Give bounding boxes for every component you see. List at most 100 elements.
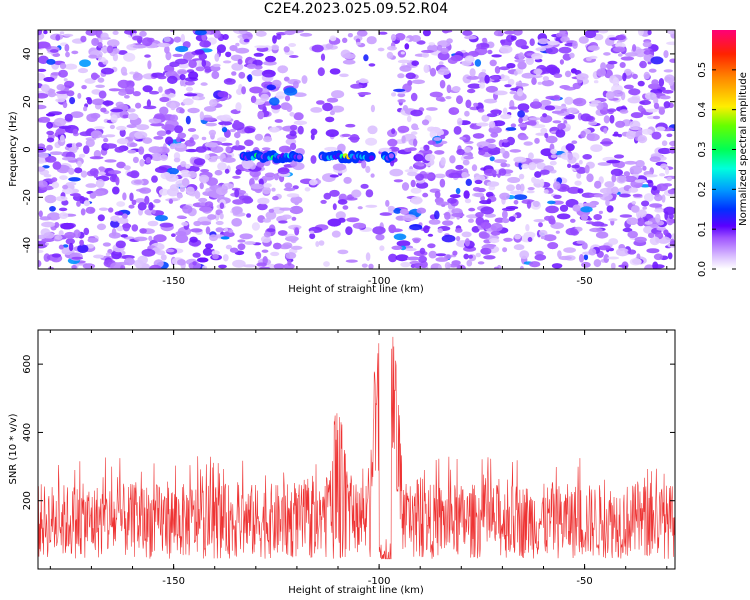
heatmap-cell: [246, 63, 257, 69]
heatmap-cell: [623, 171, 631, 177]
heatmap-cell: [429, 91, 443, 98]
heatmap-cell: [100, 107, 107, 113]
heatmap-cell: [109, 124, 115, 130]
heatmap-cell: [133, 259, 144, 267]
heatmap-cell: [80, 35, 87, 43]
heatmap-cell: [490, 109, 502, 114]
heatmap-cell: [278, 145, 292, 153]
heatmap-cell: [587, 45, 600, 51]
x-tick-label: -150: [162, 276, 185, 287]
heatmap-cell: [38, 166, 46, 172]
heatmap-cell: [544, 105, 556, 111]
heatmap-cell: [444, 262, 451, 269]
heatmap-cell: [564, 96, 574, 105]
heatmap-cell: [222, 60, 232, 64]
heatmap-cell: [153, 136, 164, 140]
heatmap-cell: [658, 147, 672, 155]
heatmap-cell: [265, 211, 277, 220]
heatmap-cell: [399, 209, 409, 215]
heatmap-cell: [609, 114, 615, 124]
heatmap-cell: [427, 126, 437, 132]
heatmap-cell: [49, 151, 63, 155]
heatmap-cell: [243, 38, 250, 43]
heatmap-cell: [65, 238, 76, 245]
heatmap-cell: [310, 155, 317, 164]
heatmap-cell: [69, 193, 81, 197]
heatmap-cell: [232, 199, 245, 205]
heatmap-cell: [570, 218, 576, 223]
snr-frame: [37, 329, 676, 570]
heatmap-cell: [246, 213, 252, 218]
heatmap-cell: [117, 79, 130, 89]
heatmap-cell: [576, 227, 582, 232]
heatmap-cell: [229, 45, 238, 52]
heatmap-cell: [174, 125, 184, 134]
signal-track-cell: [369, 155, 375, 161]
heatmap-cell: [505, 206, 519, 210]
heatmap-cell: [553, 181, 561, 190]
heatmap-cell: [285, 252, 297, 260]
heatmap-cell: [399, 65, 412, 72]
heatmap-cell: [293, 92, 307, 97]
heatmap-cell: [646, 248, 660, 254]
heatmap-cell: [639, 100, 651, 106]
heatmap-cell: [504, 30, 516, 35]
heatmap-cell: [337, 143, 346, 153]
heatmap-cell: [456, 95, 463, 105]
heatmap-cell: [51, 177, 58, 183]
colorbar: 0.0 0.1 0.2 0.3 0.4 0.5 Normalized spectral a…: [697, 30, 749, 277]
heatmap-cell: [235, 140, 240, 147]
heatmap-cell: [468, 218, 474, 223]
x-tick-label: -150: [162, 576, 185, 587]
heatmap-cell: [438, 61, 444, 65]
heatmap-cell: [370, 173, 375, 178]
heatmap-cell: [64, 113, 73, 122]
y-tick-label: 40: [22, 48, 33, 61]
heatmap-cell: [663, 229, 669, 236]
heatmap-cell: [225, 244, 232, 250]
heatmap-cell: [563, 86, 576, 91]
heatmap-cell: [484, 213, 496, 218]
heatmap-cell: [629, 258, 642, 266]
heatmap-cell: [638, 127, 643, 135]
heatmap-cell: [194, 49, 205, 55]
heatmap-cell: [91, 98, 105, 106]
heatmap-cell: [534, 137, 540, 144]
heatmap-cell: [422, 30, 431, 37]
heatmap-cell: [608, 218, 618, 222]
heatmap-cell: [570, 68, 577, 74]
heatmap-cell: [663, 50, 669, 59]
heatmap-cell: [165, 173, 179, 182]
heatmap-cell: [410, 179, 416, 188]
heatmap-cell: [484, 74, 490, 84]
heatmap-cell: [134, 236, 148, 242]
heatmap-cell: [461, 171, 469, 179]
heatmap-cell: [279, 207, 293, 211]
heatmap-cell: [68, 167, 75, 175]
heatmap-cell: [212, 63, 221, 68]
heatmap-cell: [346, 217, 360, 223]
heatmap-cell: [647, 30, 652, 36]
heatmap-cell: [547, 200, 556, 205]
heatmap-cell: [98, 207, 109, 211]
heatmap-cell: [110, 219, 120, 228]
heatmap-cell: [76, 200, 81, 207]
heatmap-cell: [514, 59, 526, 63]
heatmap-cell: [485, 138, 496, 144]
heatmap-cell: [323, 192, 332, 200]
heatmap-cell: [629, 120, 641, 129]
heatmap-cell: [271, 187, 276, 192]
heatmap-cell: [45, 242, 49, 246]
heatmap-cell: [397, 59, 411, 64]
heatmap-cell: [646, 179, 653, 184]
heatmap-cell: [68, 177, 81, 182]
heatmap-cell: [324, 146, 338, 152]
heatmap-cell: [648, 232, 655, 238]
heatmap-cell: [620, 56, 635, 61]
heatmap-cell: [325, 43, 334, 50]
heatmap-cell: [626, 130, 636, 140]
heatmap-cell: [617, 133, 623, 138]
heatmap-cell: [234, 132, 241, 139]
heatmap-cell: [628, 187, 639, 193]
